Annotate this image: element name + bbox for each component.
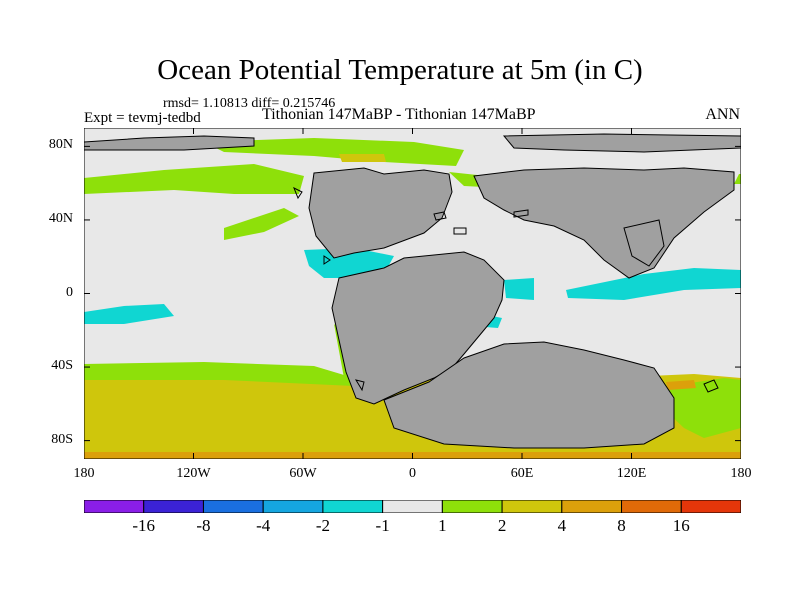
north-polar-green bbox=[204, 138, 464, 166]
colorbar-box bbox=[322, 500, 384, 513]
colorbar-box bbox=[561, 500, 623, 513]
latitude-label: 0 bbox=[66, 284, 73, 300]
colorbar-label: 8 bbox=[617, 516, 626, 535]
season-label: ANN bbox=[705, 106, 740, 123]
colorbar-label: 4 bbox=[557, 516, 567, 535]
case-name: Tithonian 147MaBP - Tithonian 147MaBP bbox=[262, 106, 536, 123]
longitude-label: 180 bbox=[730, 466, 752, 481]
longitude-label: 180 bbox=[73, 466, 95, 481]
atlantic-cyan bbox=[504, 278, 534, 300]
temperature-map bbox=[84, 128, 741, 459]
land bbox=[84, 133, 741, 449]
island-outline bbox=[453, 227, 467, 235]
antarctica-land bbox=[383, 341, 675, 449]
longitude-label: 60W bbox=[289, 466, 317, 481]
colorbar-label: -4 bbox=[256, 516, 271, 535]
eurasia-land bbox=[473, 167, 735, 279]
colorbar-box bbox=[143, 500, 204, 513]
colorbar-label: 16 bbox=[672, 516, 690, 535]
colorbar-box bbox=[621, 500, 682, 513]
stats-text: rmsd= 1.10813 diff= 0.215746 bbox=[163, 96, 336, 111]
latitude-label: 40S bbox=[51, 358, 73, 374]
colorbar-label: -2 bbox=[315, 516, 330, 535]
colorbar-label: -8 bbox=[196, 516, 211, 535]
colorbar-boxes bbox=[84, 500, 741, 513]
latitude-label: 80S bbox=[51, 431, 73, 447]
axis-ticks bbox=[84, 128, 741, 459]
colorbar-box bbox=[680, 500, 741, 513]
latitude-label: 80N bbox=[48, 137, 73, 153]
colorbar-label: -1 bbox=[375, 516, 390, 535]
latitude-label: 40N bbox=[48, 210, 73, 226]
colorbar-box bbox=[84, 500, 145, 513]
experiment-label: Expt = tevmj-tedbd bbox=[84, 110, 201, 126]
island-outline bbox=[293, 186, 303, 200]
colorbar-box bbox=[382, 500, 443, 513]
islands bbox=[293, 186, 719, 393]
map-title: Ocean Potential Temperature at 5m (in C) bbox=[157, 54, 643, 86]
island-outline bbox=[433, 211, 447, 221]
longitude-label: 120E bbox=[616, 466, 647, 481]
colorbar bbox=[84, 500, 741, 513]
island-outline bbox=[703, 379, 719, 393]
east-pacific-green bbox=[734, 174, 741, 184]
orange-patch bbox=[666, 380, 696, 390]
green-tongue bbox=[224, 208, 299, 240]
island-outline bbox=[513, 209, 529, 218]
arctic-land-east bbox=[502, 133, 741, 153]
colorbar-label: -16 bbox=[132, 516, 156, 535]
colorbar-label: 2 bbox=[497, 516, 507, 535]
southern-green-fringe bbox=[84, 362, 354, 386]
north-america-land bbox=[308, 167, 453, 259]
arctic-land bbox=[84, 135, 255, 151]
north-olive-patch bbox=[339, 154, 386, 162]
longitude-label: 0 bbox=[409, 466, 416, 481]
colorbar-label: 1 bbox=[438, 516, 447, 535]
equatorial-cyan-east bbox=[566, 268, 741, 300]
colorbar-box bbox=[202, 500, 264, 513]
north-pacific-green bbox=[84, 164, 304, 194]
colorbar-box bbox=[501, 500, 563, 513]
island-outline bbox=[323, 255, 331, 265]
arabia-land bbox=[623, 219, 665, 267]
colorbar-box bbox=[441, 500, 503, 513]
south-america-africa-land bbox=[331, 251, 505, 405]
island-outline bbox=[354, 379, 365, 392]
equatorial-cyan-west bbox=[84, 304, 174, 324]
longitude-label: 120W bbox=[176, 466, 211, 481]
colorbar-box bbox=[262, 500, 324, 513]
longitude-label: 60E bbox=[510, 466, 534, 481]
